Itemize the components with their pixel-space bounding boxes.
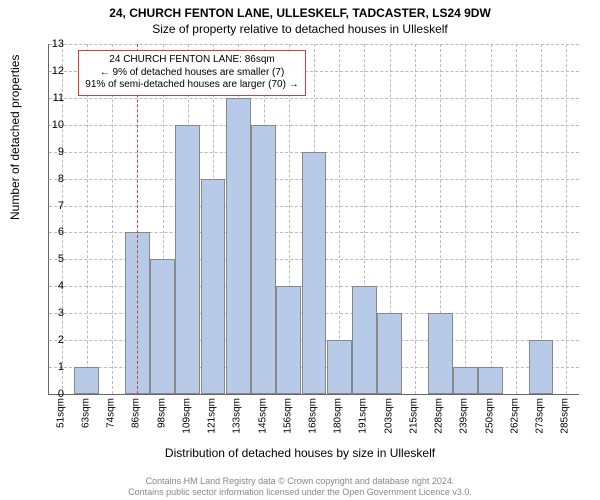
x-tick-label: 262sqm — [509, 398, 520, 434]
x-tick-label: 51sqm — [55, 398, 66, 428]
histogram-bar — [453, 367, 478, 394]
footer-line1: Contains HM Land Registry data © Crown c… — [0, 476, 600, 487]
annotation-box: 24 CHURCH FENTON LANE: 86sqm← 9% of deta… — [78, 50, 305, 96]
x-tick-label: 109sqm — [181, 398, 192, 434]
y-tick-label: 11 — [34, 92, 64, 104]
footer-attribution: Contains HM Land Registry data © Crown c… — [0, 476, 600, 498]
x-tick-label: 121sqm — [207, 398, 218, 434]
histogram-bar — [302, 152, 327, 394]
grid-line-v — [112, 44, 113, 394]
x-tick-label: 98sqm — [156, 398, 167, 428]
subject-marker-line — [137, 44, 138, 394]
histogram-bar — [352, 286, 377, 394]
x-tick-label: 250sqm — [484, 398, 495, 434]
footer-line2: Contains public sector information licen… — [0, 487, 600, 498]
x-tick-label: 86sqm — [131, 398, 142, 428]
chart-title-line1: 24, CHURCH FENTON LANE, ULLESKELF, TADCA… — [0, 0, 600, 20]
histogram-bar — [327, 340, 352, 394]
x-tick-label: 133sqm — [232, 398, 243, 434]
histogram-bar — [251, 125, 276, 394]
y-tick-label: 13 — [34, 38, 64, 50]
x-axis-label: Distribution of detached houses by size … — [0, 446, 600, 460]
x-tick-label: 145sqm — [257, 398, 268, 434]
x-tick-label: 203sqm — [383, 398, 394, 434]
x-tick-label: 228sqm — [434, 398, 445, 434]
annotation-line1: 24 CHURCH FENTON LANE: 86sqm — [85, 54, 298, 67]
histogram-bar — [150, 259, 175, 394]
grid-line-v — [87, 44, 88, 394]
y-tick-label: 12 — [34, 65, 64, 77]
histogram-bar — [226, 98, 251, 394]
histogram-bar — [377, 313, 402, 394]
chart-container: 24, CHURCH FENTON LANE, ULLESKELF, TADCA… — [0, 0, 600, 500]
histogram-bar — [428, 313, 453, 394]
y-tick-label: 6 — [34, 226, 64, 238]
x-tick-label: 285sqm — [560, 398, 571, 434]
x-tick-label: 63sqm — [80, 398, 91, 428]
annotation-line3: 91% of semi-detached houses are larger (… — [85, 79, 298, 92]
histogram-bar — [74, 367, 99, 394]
x-tick-label: 215sqm — [408, 398, 419, 434]
x-tick-label: 180sqm — [333, 398, 344, 434]
grid-line-v — [566, 44, 567, 394]
y-axis-label: Number of detached properties — [8, 55, 22, 220]
x-tick-label: 156sqm — [282, 398, 293, 434]
y-tick-label: 10 — [34, 119, 64, 131]
histogram-bar — [276, 286, 301, 394]
x-tick-label: 273sqm — [535, 398, 546, 434]
y-tick-label: 5 — [34, 253, 64, 265]
y-tick-label: 1 — [34, 361, 64, 373]
grid-line-v — [491, 44, 492, 394]
x-tick-label: 239sqm — [459, 398, 470, 434]
x-tick-label: 191sqm — [358, 398, 369, 434]
histogram-bar — [529, 340, 554, 394]
annotation-line2: ← 9% of detached houses are smaller (7) — [85, 67, 298, 80]
y-tick-label: 3 — [34, 307, 64, 319]
grid-line-v — [465, 44, 466, 394]
grid-line-v — [415, 44, 416, 394]
y-tick-label: 4 — [34, 280, 64, 292]
x-tick-label: 74sqm — [106, 398, 117, 428]
y-tick-label: 2 — [34, 334, 64, 346]
y-tick-label: 9 — [34, 146, 64, 158]
histogram-bar — [478, 367, 503, 394]
histogram-bar — [201, 179, 226, 394]
y-tick-label: 8 — [34, 173, 64, 185]
plot-area — [48, 44, 578, 394]
grid-line-v — [516, 44, 517, 394]
histogram-bar — [175, 125, 200, 394]
x-tick-label: 168sqm — [308, 398, 319, 434]
chart-title-line2: Size of property relative to detached ho… — [0, 20, 600, 36]
y-tick-label: 7 — [34, 200, 64, 212]
